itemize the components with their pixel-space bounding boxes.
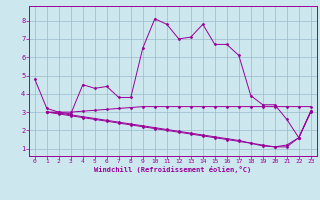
X-axis label: Windchill (Refroidissement éolien,°C): Windchill (Refroidissement éolien,°C) [94, 166, 252, 173]
